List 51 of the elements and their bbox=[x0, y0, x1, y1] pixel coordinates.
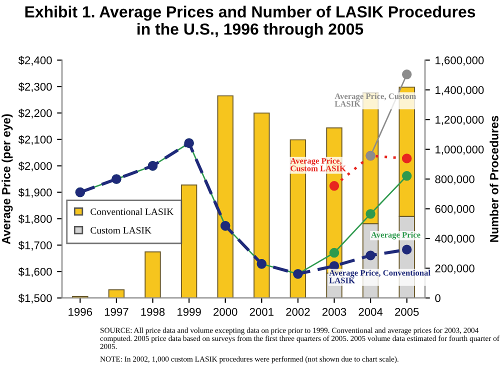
chart-title: Exhibit 1. Average Prices and Number of LASIK Procedures in the U.S., 1996 through 2005 bbox=[25, 6, 476, 38]
point bbox=[329, 181, 340, 191]
series-label: Average Price bbox=[371, 232, 420, 240]
bar bbox=[180, 184, 198, 298]
series-label: Average Price, Custom LASIK bbox=[334, 93, 416, 107]
x-tick-label: 1997 bbox=[104, 308, 128, 316]
bar bbox=[217, 95, 234, 298]
y-tick-label: $2,000 bbox=[18, 162, 52, 172]
y-tick-label: $1,700 bbox=[18, 240, 52, 251]
y-tick-label: $1,600 bbox=[18, 267, 52, 277]
y2-tick-label: 600,000 bbox=[435, 205, 474, 214]
y2-tick-label: 1,000,000 bbox=[436, 146, 484, 155]
y-tick-label: $1,900 bbox=[18, 188, 52, 198]
point bbox=[329, 248, 340, 258]
x-tick-label: 2005 bbox=[395, 308, 419, 316]
y-tick-label: $2,200 bbox=[18, 108, 52, 118]
point bbox=[366, 250, 376, 260]
x-tick-label: 1998 bbox=[141, 308, 165, 316]
x-tick-label: 2004 bbox=[358, 308, 383, 316]
point bbox=[402, 171, 412, 181]
y-axis-title: Average Price (per eye) bbox=[2, 114, 13, 244]
bar bbox=[144, 251, 161, 298]
point bbox=[366, 209, 376, 219]
x-tick-label: 1999 bbox=[178, 308, 201, 316]
y-tick-label: $1,800 bbox=[18, 214, 52, 224]
y-tick-label: $2,100 bbox=[18, 135, 52, 145]
legend-label: Custom LASIK bbox=[90, 227, 152, 234]
series-label: Average Price, Conventional LASIK bbox=[329, 270, 430, 284]
y2-tick-label: 1,400,000 bbox=[436, 86, 484, 96]
y2-tick-label: 0 bbox=[435, 294, 440, 302]
y-tick-label: $2,400 bbox=[18, 56, 52, 66]
x-tick-label: 1996 bbox=[68, 308, 92, 316]
x-tick-label: 2002 bbox=[286, 308, 310, 316]
y2-axis-title: Number of Procedures bbox=[490, 116, 498, 242]
point bbox=[402, 70, 412, 80]
point bbox=[402, 154, 412, 164]
legend-label: Conventional LASIK bbox=[90, 208, 174, 216]
y2-tick-label: 800,000 bbox=[435, 175, 474, 184]
y2-tick-label: 200,000 bbox=[435, 264, 474, 274]
y2-tick-label: 1,600,000 bbox=[436, 56, 484, 66]
bar bbox=[254, 112, 270, 298]
y-tick-label: $1,500 bbox=[18, 294, 52, 304]
series-label: Average Price, Custom LASIK bbox=[290, 158, 346, 172]
x-tick-label: 2003 bbox=[322, 308, 346, 316]
bar bbox=[108, 289, 125, 298]
x-tick-label: 2000 bbox=[214, 308, 238, 316]
y2-tick-label: 400,000 bbox=[434, 234, 474, 244]
point bbox=[402, 244, 412, 254]
y2-tick-label: 1,200,000 bbox=[436, 116, 484, 126]
x-tick-label: 2001 bbox=[250, 308, 274, 316]
y-tick-label: $2,300 bbox=[18, 82, 52, 92]
